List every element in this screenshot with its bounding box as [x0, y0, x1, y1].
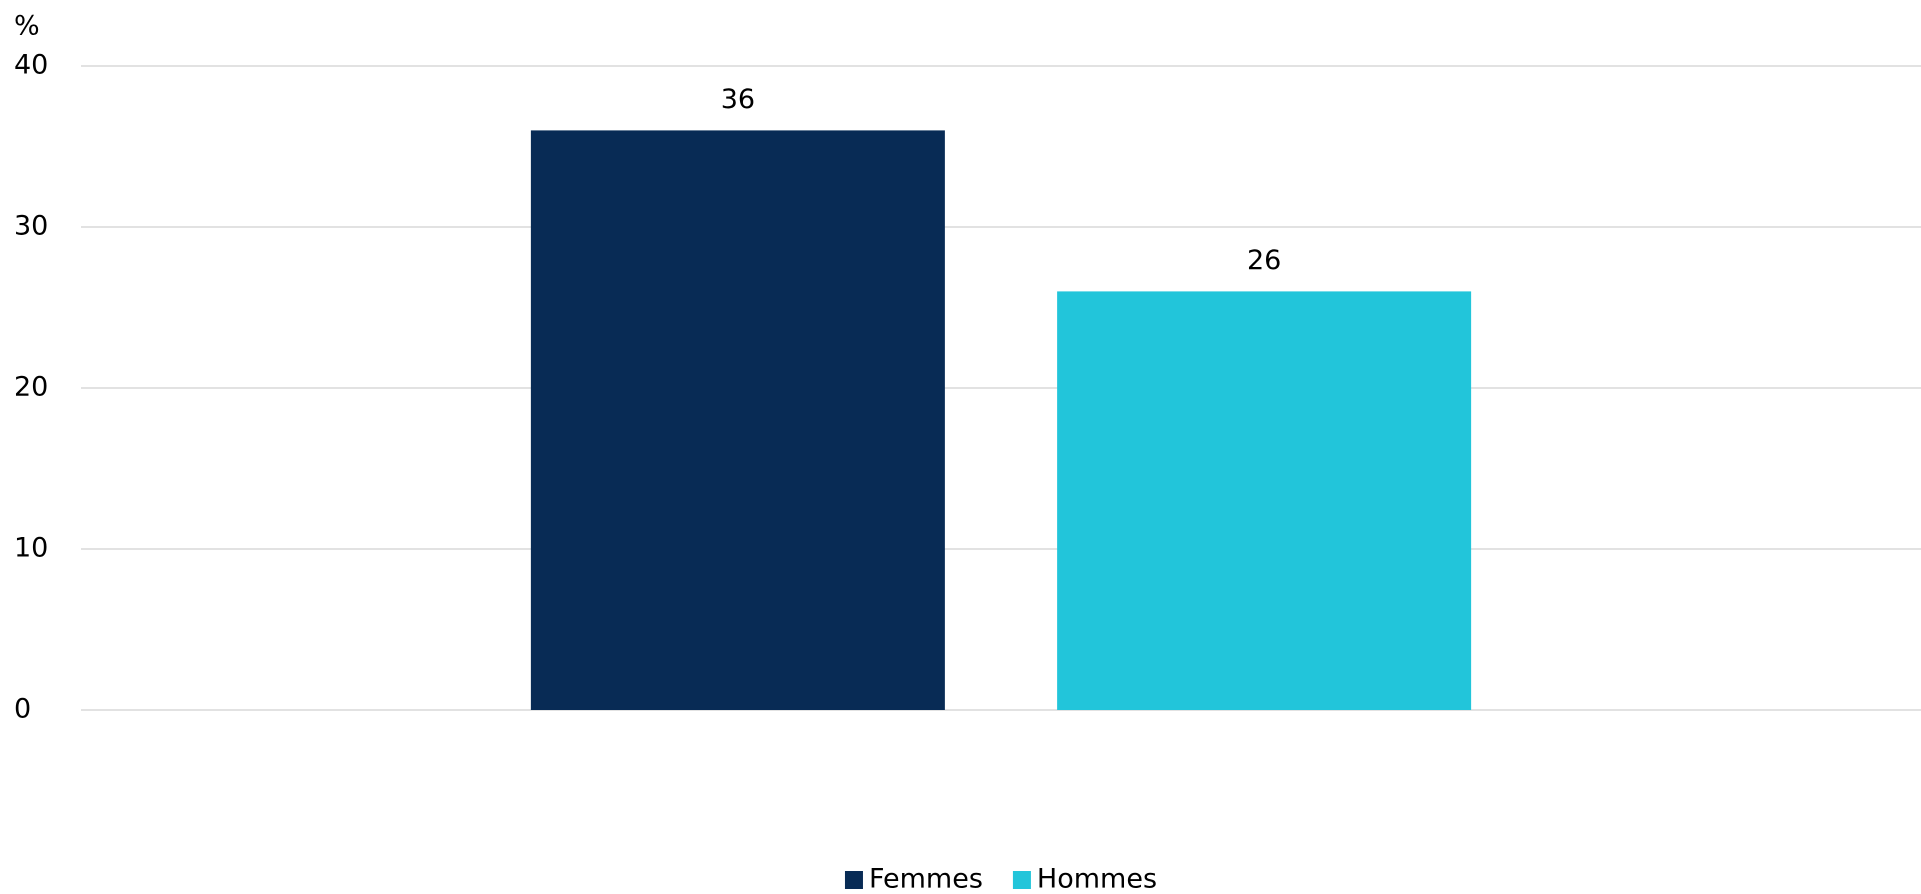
y-tick-label: 0 [14, 694, 31, 725]
data-label: 26 [1247, 245, 1281, 276]
y-axis-label: % [14, 11, 40, 42]
bar [530, 130, 945, 710]
data-label: 36 [721, 84, 755, 115]
y-tick-label: 20 [14, 372, 48, 403]
legend-swatch [1012, 871, 1031, 889]
legend-swatch [844, 871, 863, 889]
bar [1057, 291, 1472, 710]
legend-label: Femmes [869, 864, 983, 894]
y-tick-label: 30 [14, 211, 48, 242]
y-tick-label: 10 [14, 533, 48, 564]
legend-label: Hommes [1037, 864, 1157, 894]
y-tick-label: 40 [14, 50, 48, 81]
